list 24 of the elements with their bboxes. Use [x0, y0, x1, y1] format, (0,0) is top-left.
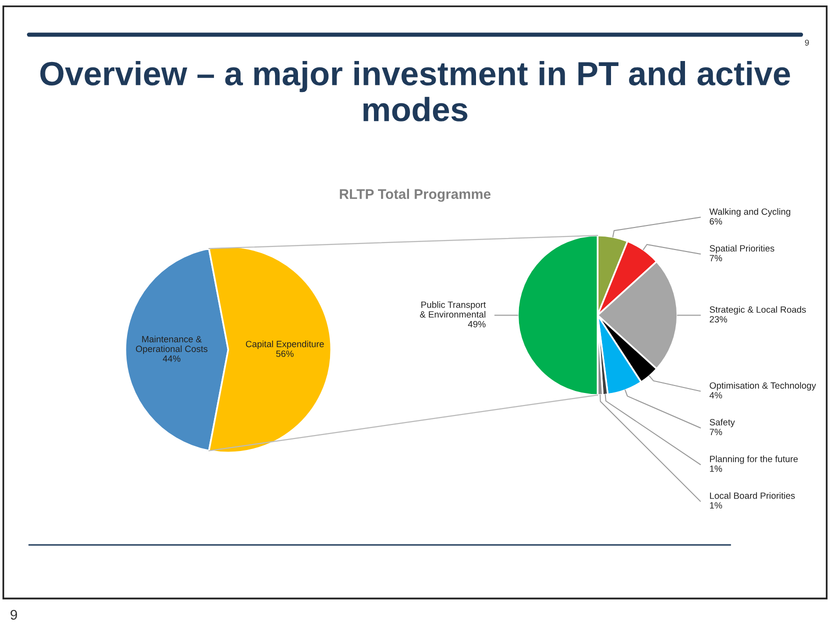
data-label: 4%: [710, 392, 722, 398]
data-label: 7%: [710, 254, 722, 262]
data-label: 49%: [468, 320, 486, 328]
data-label: 6%: [710, 218, 722, 225]
text: Overview – a major investment in PT and active modes: [40, 61, 790, 122]
slice-label: Capital Expenditure: [246, 340, 324, 349]
data-label: 44%: [162, 355, 180, 362]
slice-label: Local Board Priorities: [710, 492, 795, 499]
slice-label: Strategic & Local Roads: [710, 306, 806, 315]
slice-label: Safety: [710, 418, 735, 428]
text: 9: [805, 40, 809, 46]
slice-label: Walking and Cycling: [709, 208, 790, 217]
slice-label: Public Transport & Environmental: [420, 301, 486, 318]
slice-label: Optimisation & Technology: [710, 382, 816, 391]
text: RLTP Total Programme: [340, 188, 491, 202]
data-label: 23%: [710, 316, 728, 322]
data-label: 7%: [710, 428, 722, 436]
slice-label: Planning for the future: [710, 456, 798, 464]
data-label: 1%: [710, 502, 722, 509]
text: 9: [10, 610, 18, 620]
data-label: 1%: [710, 466, 722, 472]
slice-label: Maintenance & Operational Costs: [136, 336, 208, 354]
data-label: 56%: [276, 350, 294, 357]
slice-label: Spatial Priorities: [710, 244, 774, 254]
